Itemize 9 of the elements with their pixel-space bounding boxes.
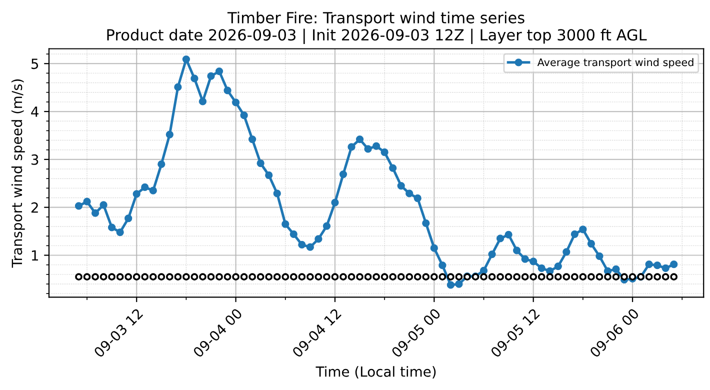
y-axis-title: Transport wind speed (m/s) (11, 79, 25, 268)
chart-title: Timber Fire: Transport wind time series Product date 2026-09-03 | Init 2026-09-03 12Z | Layer top 3000 ft AGL (107, 12, 647, 44)
y-tick-label: 5 (32, 58, 38, 70)
y-tick-label: 3 (31, 154, 38, 165)
x-axis-title: Time (Local time) (316, 366, 436, 379)
y-tick-label: 1 (32, 250, 38, 261)
legend-label: Average transport wind speed (537, 58, 694, 68)
y-tick-label: 4 (31, 106, 38, 117)
y-tick-label: 2 (31, 202, 38, 213)
